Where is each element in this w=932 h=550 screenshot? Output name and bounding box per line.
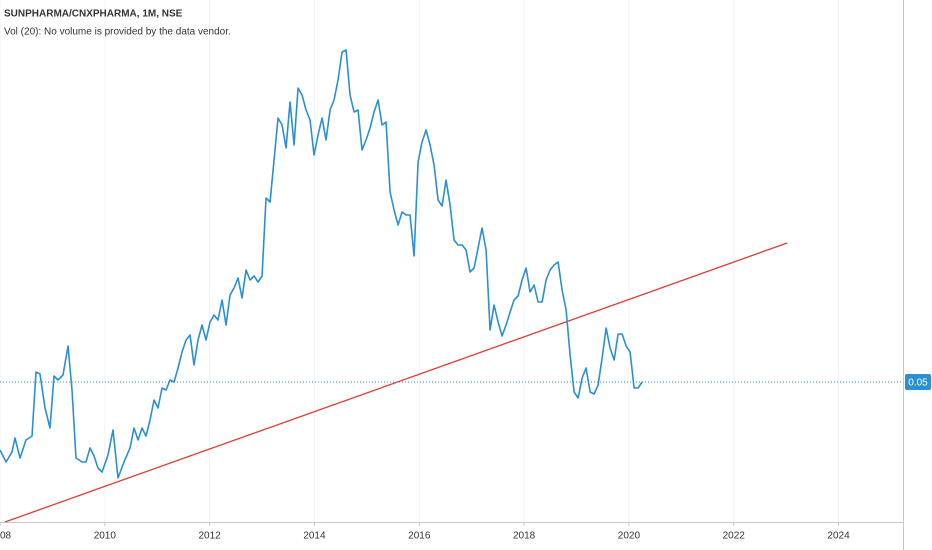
chart-title: SUNPHARMA/CNXPHARMA, 1M, NSE (4, 9, 183, 20)
x-tick-label: 2010 (94, 531, 117, 542)
x-tick-label: 2008 (0, 531, 12, 542)
x-tick-label: 2020 (618, 531, 641, 542)
x-tick-label: 2012 (199, 531, 222, 542)
x-tick-label: 2016 (408, 531, 431, 542)
x-tick-label: 2018 (513, 531, 536, 542)
chart-subtitle: Vol (20): No volume is provided by the d… (4, 27, 231, 38)
last-price-box (905, 374, 931, 390)
price-line-series (0, 49, 643, 479)
x-tick-label: 2024 (827, 531, 850, 542)
plot-area (0, 49, 903, 522)
grid (0, 0, 840, 522)
x-tick-label: 2022 (723, 531, 746, 542)
last-price-label: 0.05 (908, 378, 928, 389)
axes: 2008 2010 2012 2014 2016 2018 2020 2022 2024 0.05 (0, 374, 931, 542)
x-tick-label: 2014 (303, 531, 326, 542)
